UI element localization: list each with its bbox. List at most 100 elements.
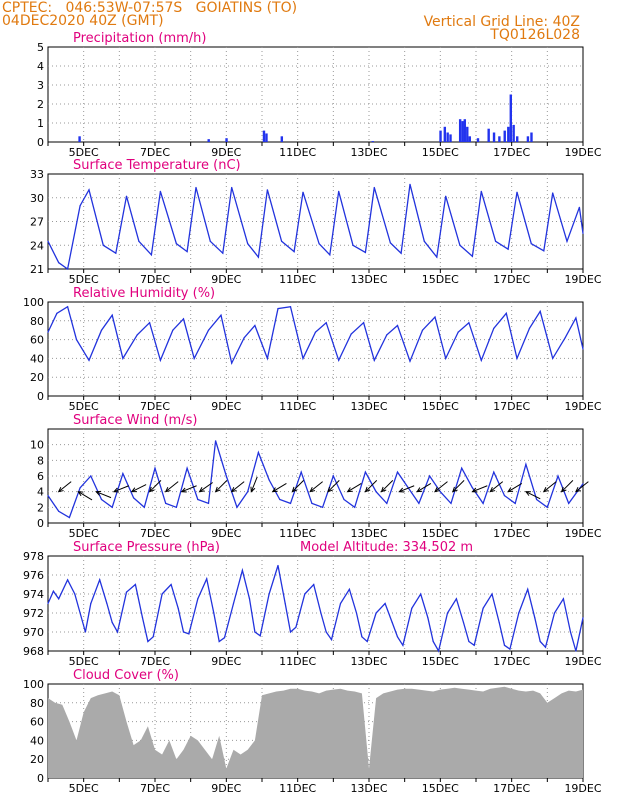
data-point <box>471 487 473 489</box>
data-point <box>90 475 92 477</box>
data-point <box>384 602 386 605</box>
data-point <box>386 334 388 336</box>
data-point <box>391 621 393 624</box>
wind-arrow-head <box>434 486 440 493</box>
x-tick-label: 5DEC <box>69 782 99 795</box>
data-point <box>420 593 422 595</box>
data-point <box>493 327 495 329</box>
wind-arrow <box>309 481 323 493</box>
wind-arrow <box>543 481 557 493</box>
precip-bar <box>207 139 210 142</box>
y-tick-label: 21 <box>30 263 44 276</box>
header-grid-note: Vertical Grid Line: 40Z <box>423 14 580 30</box>
wind-arrow-head <box>309 486 316 493</box>
data-point <box>138 240 140 242</box>
wind-arrow <box>181 485 197 493</box>
data-point <box>468 322 470 324</box>
data-point <box>177 607 179 609</box>
wind-arrow-head <box>524 491 531 496</box>
y-tick-label: 24 <box>30 239 44 252</box>
wind-arrow <box>507 483 523 493</box>
data-point <box>47 240 49 242</box>
data-point <box>314 331 317 333</box>
data-point <box>111 314 113 316</box>
data-point <box>125 591 128 593</box>
data-point <box>74 593 76 595</box>
data-point <box>136 334 138 336</box>
precip-bar <box>458 119 462 142</box>
y-tick-label: 978 <box>23 550 44 563</box>
wind-arrow <box>489 481 504 493</box>
x-tick-label: 15DEC <box>422 527 459 540</box>
data-point <box>122 357 124 359</box>
x-tick-label: 9DEC <box>211 782 241 795</box>
data-point <box>446 612 449 614</box>
x-tick-label: 5DEC <box>69 273 99 286</box>
y-tick-label: 10 <box>30 439 44 452</box>
data-point <box>427 617 429 619</box>
data-point <box>302 357 304 359</box>
wind-arrow <box>399 485 415 493</box>
precip-bar <box>516 136 519 142</box>
x-tick-label: 17DEC <box>493 527 530 540</box>
data-point <box>277 564 279 567</box>
data-point <box>480 190 482 192</box>
precip-bar <box>262 130 266 142</box>
x-tick-label: 13DEC <box>350 655 387 668</box>
wind-arrow-head <box>489 486 496 493</box>
wind-arrow <box>113 485 130 493</box>
precip-bar <box>443 126 447 142</box>
data-point <box>530 243 532 245</box>
wind-arrow <box>199 482 213 493</box>
data-point <box>439 491 441 493</box>
x-tick-label: 7DEC <box>140 782 170 795</box>
y-tick-label: 0 <box>37 390 44 403</box>
data-point <box>553 612 556 614</box>
data-point <box>100 329 103 331</box>
data-point <box>409 183 411 185</box>
data-point <box>518 612 520 614</box>
x-tick-label: 15DEC <box>422 655 459 668</box>
data-point <box>182 318 185 320</box>
wind-arrow-head <box>214 486 221 493</box>
wind-arrow <box>215 479 228 493</box>
data-point <box>254 631 256 633</box>
data-point <box>266 357 268 359</box>
panel-4: 0 2 4 6 8 10 5DEC 7DEC 9DEC 11DEC 13DEC 15DEC 17DEC 1… <box>30 413 602 540</box>
data-point <box>88 189 90 191</box>
x-tick-label: 17DEC <box>493 655 530 668</box>
data-point <box>259 635 261 637</box>
wind-arrow-head <box>77 491 84 497</box>
data-point <box>58 598 60 600</box>
wind-arrow-head <box>180 487 187 493</box>
data-point <box>361 636 363 638</box>
data-point <box>149 322 151 324</box>
data-point <box>106 602 108 605</box>
data-point <box>223 637 226 639</box>
panel-5: 968 970 972 974 976 978 5DEC 7DEC 9DEC 11DEC 13DEC… <box>23 540 602 668</box>
data-point <box>182 631 185 633</box>
data-point <box>257 451 259 454</box>
data-point <box>471 255 473 257</box>
x-tick-label: 7DEC <box>140 655 170 668</box>
x-tick-label: 15DEC <box>422 273 459 286</box>
y-tick-label: 100 <box>23 296 44 309</box>
data-point <box>338 190 340 192</box>
data-point <box>111 506 113 508</box>
data-point <box>209 240 211 242</box>
wind-arrow <box>95 491 112 499</box>
data-point <box>445 195 447 197</box>
data-point <box>582 483 584 485</box>
data-point <box>67 579 69 581</box>
data-point <box>582 617 584 619</box>
panel-1: 0 1 2 3 4 5 5DEC 7DEC 9DEC 11DEC 13DEC 15DEC 17DEC 19… <box>37 31 602 159</box>
data-point <box>396 471 399 473</box>
y-tick-label: 5 <box>37 41 44 54</box>
model-altitude-label: Model Altitude: 334.502 m <box>300 540 473 555</box>
data-point <box>354 506 356 508</box>
data-point <box>79 487 81 489</box>
data-point <box>468 640 470 643</box>
wind-arrow-head <box>380 486 387 493</box>
data-point <box>507 248 509 250</box>
data-point <box>206 578 208 580</box>
